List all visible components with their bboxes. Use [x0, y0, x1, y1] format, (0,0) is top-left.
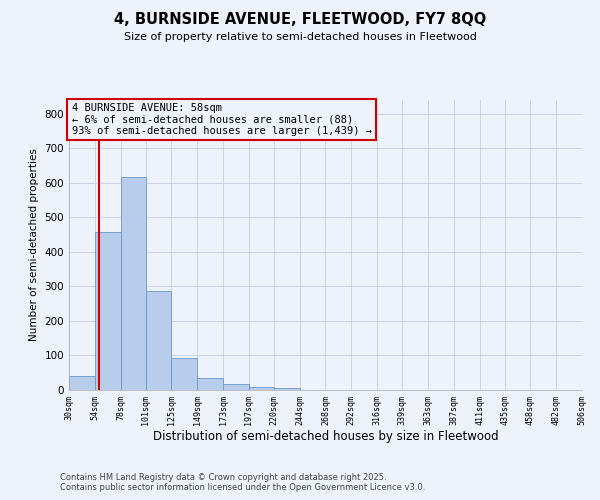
Bar [274, 388, 299, 390]
Bar [249, 387, 274, 390]
Y-axis label: Number of semi-detached properties: Number of semi-detached properties [29, 148, 39, 342]
Bar [69, 376, 95, 390]
Bar [197, 378, 223, 390]
Text: 4, BURNSIDE AVENUE, FLEETWOOD, FY7 8QQ: 4, BURNSIDE AVENUE, FLEETWOOD, FY7 8QQ [114, 12, 486, 28]
Text: Contains HM Land Registry data © Crown copyright and database right 2025.: Contains HM Land Registry data © Crown c… [60, 474, 386, 482]
X-axis label: Distribution of semi-detached houses by size in Fleetwood: Distribution of semi-detached houses by … [152, 430, 499, 444]
Bar [121, 177, 146, 390]
Text: Size of property relative to semi-detached houses in Fleetwood: Size of property relative to semi-detach… [124, 32, 476, 42]
Bar [95, 232, 121, 390]
Bar [172, 358, 197, 390]
Bar [146, 290, 172, 390]
Bar [223, 384, 249, 390]
Text: 4 BURNSIDE AVENUE: 58sqm
← 6% of semi-detached houses are smaller (88)
93% of se: 4 BURNSIDE AVENUE: 58sqm ← 6% of semi-de… [71, 103, 371, 136]
Text: Contains public sector information licensed under the Open Government Licence v3: Contains public sector information licen… [60, 484, 425, 492]
